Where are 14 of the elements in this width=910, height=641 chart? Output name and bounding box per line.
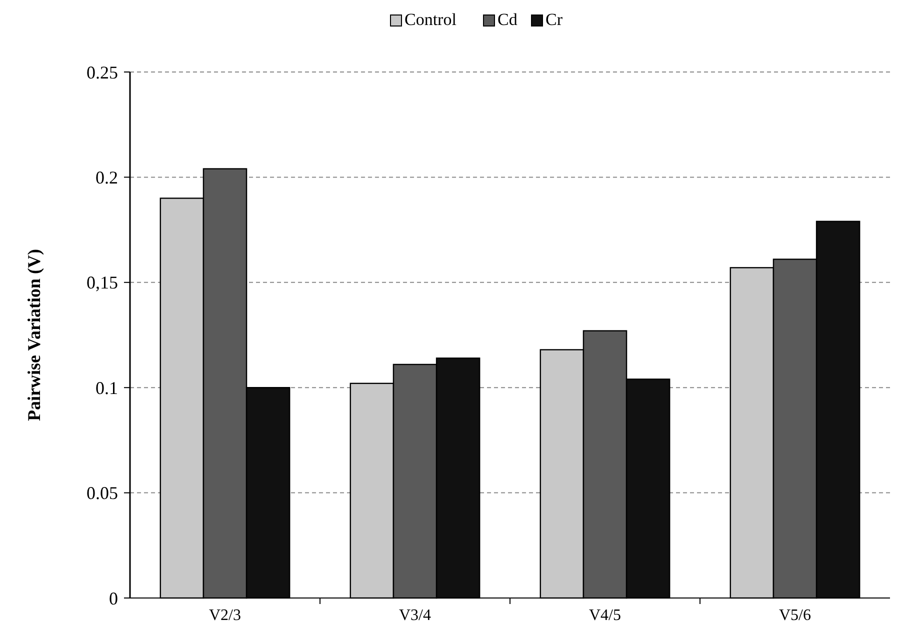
y-axis-title: Pairwise Variation (V) xyxy=(24,249,44,421)
legend-label: Cr xyxy=(546,10,563,29)
x-tick-label: V5/6 xyxy=(779,607,811,624)
legend-label: Control xyxy=(404,10,457,29)
x-tick-label: V4/5 xyxy=(589,607,621,624)
legend-label: Cd xyxy=(498,10,518,29)
y-tick-label: 0.25 xyxy=(86,62,118,82)
x-tick-label: V3/4 xyxy=(399,607,431,624)
y-tick-label: 0 xyxy=(109,588,118,608)
y-tick-label: 0,15 xyxy=(86,272,118,293)
y-tick-label: 0.2 xyxy=(96,168,118,188)
x-tick-label: V2/3 xyxy=(209,607,241,624)
y-tick-label: 0.1 xyxy=(96,378,118,398)
y-tick-label: 0.05 xyxy=(86,483,118,504)
